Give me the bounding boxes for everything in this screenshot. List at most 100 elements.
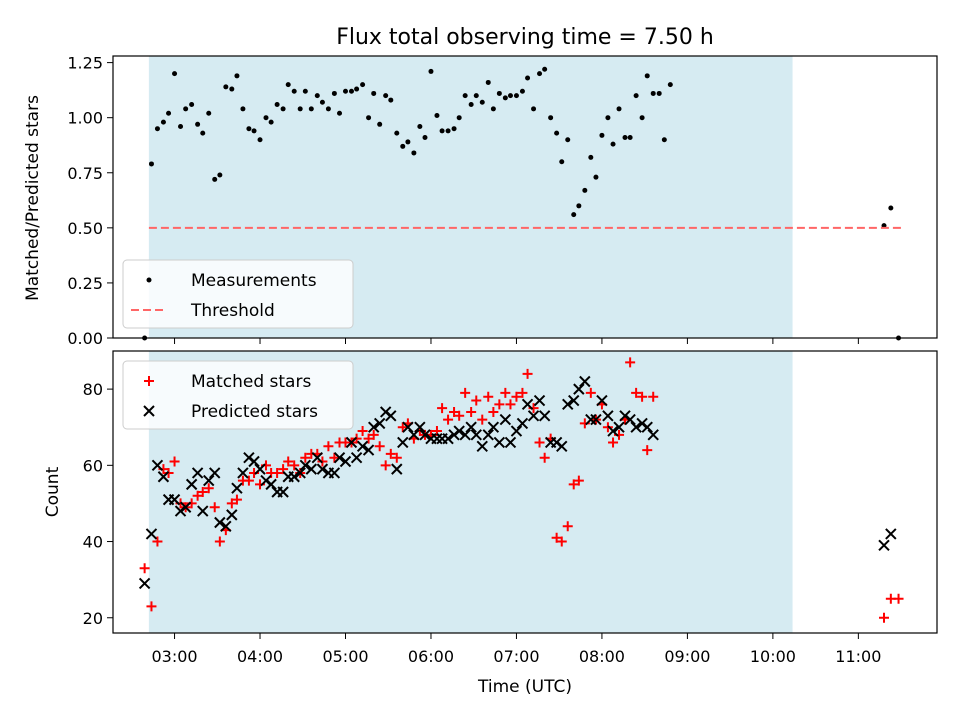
predicted-star-point xyxy=(590,413,602,426)
matched-star-point xyxy=(283,456,294,467)
counts-y-axis-label: Count xyxy=(43,466,63,517)
matched-star-point xyxy=(454,410,465,421)
matched-star-point xyxy=(562,521,573,532)
measurement-point xyxy=(251,128,257,134)
predicted-star-point xyxy=(504,436,517,449)
measurement-point xyxy=(576,203,582,209)
predicted-star-point xyxy=(345,436,358,449)
matched-star-point xyxy=(631,387,642,398)
legend-box xyxy=(122,360,354,430)
matched-star-point xyxy=(893,593,904,604)
predicted-star-point xyxy=(885,528,897,540)
matched-star-point xyxy=(534,437,545,448)
predicted-star-point xyxy=(254,463,266,475)
measurement-point xyxy=(319,99,325,105)
measurement-point xyxy=(178,124,184,129)
predicted-star-point xyxy=(562,398,574,411)
predicted-star-point xyxy=(151,459,164,472)
predicted-star-point xyxy=(482,429,494,441)
measurement-point xyxy=(479,99,485,105)
predicted-star-point xyxy=(305,463,318,475)
predicted-star-point xyxy=(203,474,215,487)
measurement-point xyxy=(400,143,406,149)
x-tick-label: 06:00 xyxy=(408,647,454,666)
measurement-point xyxy=(195,121,201,127)
measurement-point xyxy=(548,115,554,121)
matched-star-point xyxy=(357,426,368,437)
measurement-point xyxy=(297,106,303,112)
x-tick-label: 11:00 xyxy=(835,647,881,666)
matched-star-point xyxy=(488,406,499,417)
predicted-star-point xyxy=(602,410,614,422)
x-tick-label: 04:00 xyxy=(237,647,283,666)
predicted-star-point xyxy=(453,425,465,437)
predicted-star-point xyxy=(556,440,568,452)
measurement-point xyxy=(394,130,400,136)
measurement-point xyxy=(639,115,645,121)
predicted-star-point xyxy=(414,421,426,433)
matched-star-point xyxy=(272,467,283,478)
matched-star-point xyxy=(483,391,494,402)
predicted-star-point xyxy=(487,421,500,433)
measurement-point xyxy=(571,212,577,218)
predicted-star-point xyxy=(328,467,341,479)
predicted-star-point xyxy=(277,486,289,498)
measurement-point xyxy=(622,135,628,141)
measurement-point xyxy=(588,154,594,160)
matched-star-point xyxy=(466,406,477,417)
matched-star-point xyxy=(500,387,511,398)
matched-star-point xyxy=(374,441,385,452)
predicted-star-point xyxy=(613,421,625,433)
measurement-point xyxy=(405,139,411,145)
predicted-star-point xyxy=(585,413,597,426)
measurement-point xyxy=(154,126,160,132)
matched-star-point xyxy=(391,452,402,463)
matched-star-point xyxy=(192,490,203,501)
matched-star-point xyxy=(363,433,374,444)
predicted-star-point xyxy=(214,516,226,529)
predicted-star-point xyxy=(209,467,221,479)
measurement-point xyxy=(285,82,291,88)
predicted-star-point xyxy=(265,478,277,491)
matched-star-point xyxy=(573,475,584,486)
matched-star-point xyxy=(152,536,163,547)
measurement-point xyxy=(496,90,502,96)
matched-star-point xyxy=(368,429,379,440)
predicted-star-point xyxy=(442,432,454,445)
predicted-star-point xyxy=(373,417,386,430)
predicted-star-point xyxy=(510,425,523,437)
measurement-point xyxy=(388,97,394,103)
measurement-point xyxy=(451,126,457,132)
measurement-point xyxy=(348,88,354,94)
predicted-star-point xyxy=(630,421,642,433)
matched-star-point xyxy=(146,601,157,612)
measurement-point xyxy=(234,73,240,79)
predicted-star-point xyxy=(465,421,477,433)
predicted-star-point xyxy=(248,455,260,468)
measurement-point xyxy=(439,128,445,134)
measurement-point xyxy=(462,93,468,99)
measurement-point xyxy=(434,112,440,118)
measurement-point xyxy=(537,71,543,77)
matched-star-point xyxy=(289,460,300,471)
matched-star-point xyxy=(385,448,396,459)
matched-star-point xyxy=(637,391,648,402)
predicted-star-point xyxy=(579,375,591,388)
predicted-star-point xyxy=(138,577,151,590)
measurement-point xyxy=(212,176,218,182)
predicted-star-point xyxy=(179,501,192,513)
measurement-point xyxy=(274,101,280,107)
measurement-point xyxy=(280,106,286,112)
measurement-point xyxy=(383,93,389,99)
x-tick-label: 09:00 xyxy=(664,647,710,666)
measurement-point xyxy=(661,137,667,143)
measurement-point xyxy=(513,93,519,99)
predicted-star-point xyxy=(226,509,238,521)
y-tick-label: 80 xyxy=(83,380,103,399)
legend-label: Measurements xyxy=(191,271,317,291)
measurement-point xyxy=(485,79,491,85)
matched-star-point xyxy=(556,536,567,547)
measurement-point xyxy=(593,174,599,180)
measurement-point xyxy=(166,110,172,116)
measurement-point xyxy=(565,137,571,143)
